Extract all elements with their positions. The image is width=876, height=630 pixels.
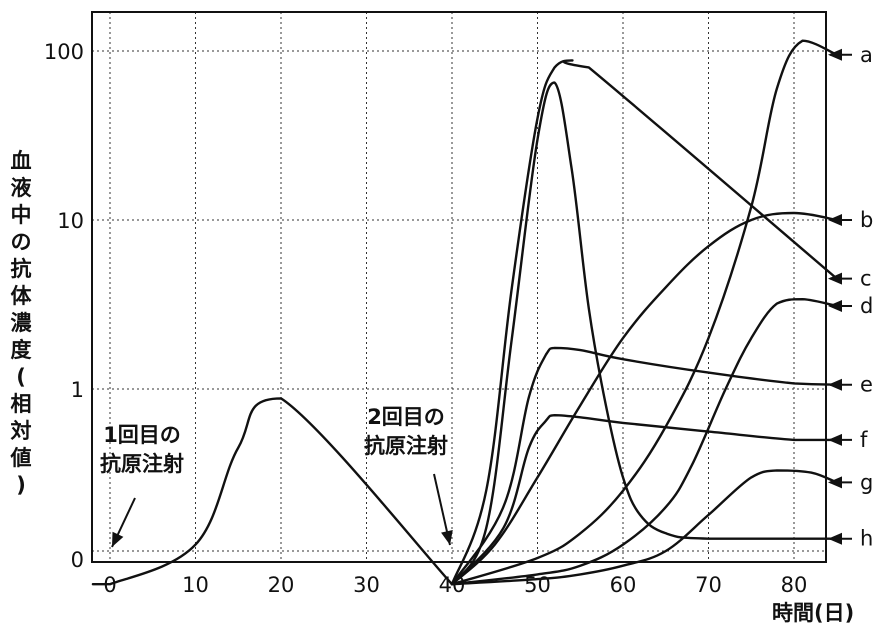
right-label-c: c bbox=[828, 267, 872, 291]
right-label-b: b bbox=[828, 208, 873, 232]
x-tick-label: 30 bbox=[353, 573, 380, 597]
x-tick-label: 80 bbox=[781, 573, 808, 597]
svg-text:b: b bbox=[860, 208, 873, 232]
second-injection-arrow bbox=[433, 473, 453, 546]
y-label-char: 中 bbox=[10, 203, 32, 227]
right-label-h: h bbox=[828, 527, 873, 551]
right-label-d: d bbox=[828, 294, 873, 318]
first-response-curve bbox=[91, 397, 454, 586]
right-label-g: g bbox=[828, 470, 873, 494]
y-axis-ticks: 0 1 10 100 bbox=[44, 40, 84, 572]
y-label-char: の bbox=[10, 230, 32, 254]
svg-text:e: e bbox=[860, 373, 873, 397]
x-tick-label: 10 bbox=[182, 573, 209, 597]
series-f-line bbox=[450, 414, 838, 586]
plot-frame bbox=[91, 11, 827, 563]
series-a-line bbox=[450, 59, 838, 586]
right-label-a: a bbox=[828, 43, 873, 67]
annotation-line: 2回目の bbox=[367, 405, 445, 429]
y-label-char: ( bbox=[16, 365, 26, 389]
y-label-char: 抗 bbox=[10, 257, 32, 281]
y-tick-label: 1 bbox=[71, 378, 84, 402]
series-g-line bbox=[450, 298, 838, 586]
svg-text:d: d bbox=[860, 294, 873, 318]
right-label-e: e bbox=[828, 373, 873, 397]
second-injection-annotation: 2回目の 抗原注射 bbox=[364, 403, 448, 461]
svg-text:f: f bbox=[860, 428, 868, 452]
y-label-char: 値 bbox=[10, 446, 32, 470]
annotation-line: 抗原注射 bbox=[100, 452, 184, 476]
y-label-char: ) bbox=[16, 473, 26, 497]
x-tick-label: 20 bbox=[268, 573, 295, 597]
svg-text:a: a bbox=[860, 43, 873, 67]
annotation-line: 1回目の bbox=[103, 423, 181, 447]
series-b-line bbox=[450, 211, 838, 586]
y-tick-label: 10 bbox=[57, 209, 84, 233]
annotation-line: 抗原注射 bbox=[364, 434, 448, 458]
curves bbox=[91, 39, 838, 586]
y-label-char: 液 bbox=[10, 176, 32, 200]
svg-text:g: g bbox=[860, 470, 873, 494]
right-labels: a b cd e fg h bbox=[828, 43, 873, 551]
y-label-char: 濃 bbox=[10, 311, 32, 335]
grid bbox=[92, 12, 826, 562]
x-axis-ticks: 0 10 20 30 40 50 60 70 80 bbox=[103, 573, 807, 597]
y-axis-label: 血液中の抗体濃度 ( 相対値) bbox=[6, 148, 36, 499]
y-tick-label: 0 bbox=[71, 548, 84, 572]
series-h-line bbox=[450, 469, 838, 586]
series-c-line bbox=[450, 81, 838, 586]
series-d-line bbox=[450, 39, 838, 586]
first-injection-arrow bbox=[111, 497, 136, 548]
svg-text:h: h bbox=[860, 527, 873, 551]
y-label-char: 対 bbox=[10, 419, 32, 443]
y-label-char: 相 bbox=[10, 392, 32, 416]
y-label-char: 血 bbox=[10, 149, 32, 173]
x-tick-label: 60 bbox=[610, 573, 637, 597]
y-label-char: 体 bbox=[10, 284, 32, 308]
y-label-char: 度 bbox=[10, 338, 32, 362]
x-tick-label: 70 bbox=[695, 573, 722, 597]
svg-text:c: c bbox=[860, 267, 872, 291]
y-tick-label: 100 bbox=[44, 40, 84, 64]
x-tick-label: 50 bbox=[524, 573, 551, 597]
series-e-line bbox=[450, 346, 838, 586]
right-label-f: f bbox=[828, 428, 868, 452]
annotation-arrows bbox=[111, 473, 453, 548]
first-injection-annotation: 1回目の 抗原注射 bbox=[100, 421, 184, 479]
x-axis-label: 時間(日) bbox=[772, 601, 855, 625]
